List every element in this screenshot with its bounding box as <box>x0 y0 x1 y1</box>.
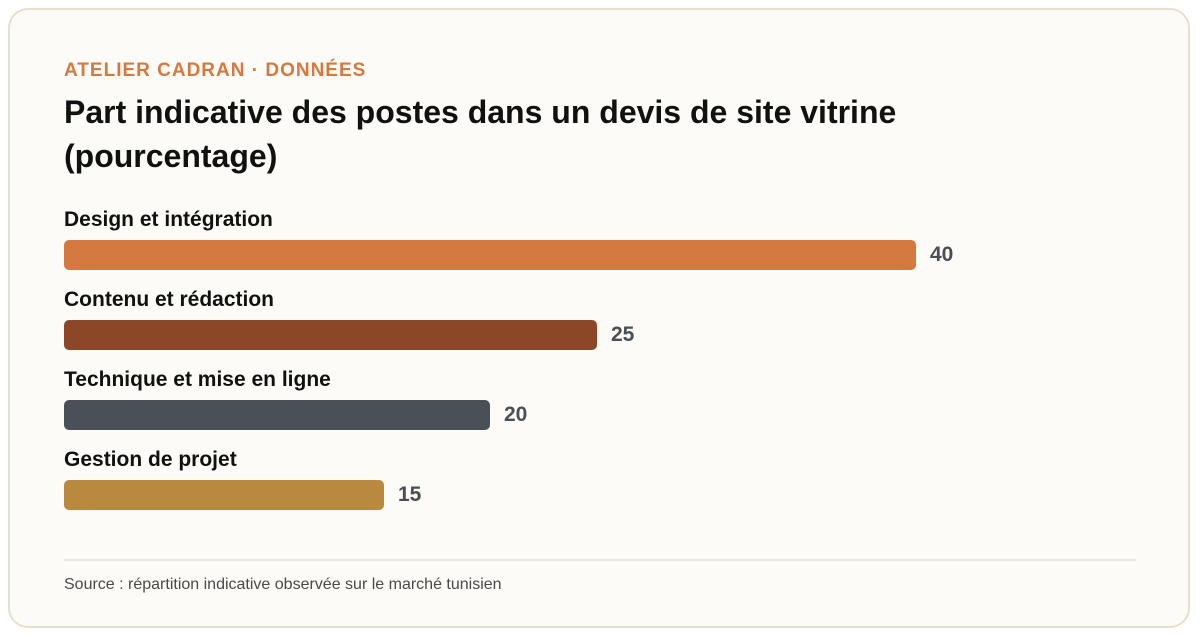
bar-value-label: 40 <box>930 243 954 266</box>
category-label: Design et intégration <box>64 208 273 231</box>
bar-value-label: 20 <box>504 403 528 426</box>
bar <box>64 240 916 270</box>
bar-value-label: 25 <box>611 323 635 346</box>
bar-row: Contenu et rédaction 25 <box>64 278 1144 358</box>
bar-chart: Design et intégration 40 Contenu et rédact… <box>64 198 1144 538</box>
bar <box>64 400 490 430</box>
category-label: Gestion de projet <box>64 448 237 471</box>
bar-row: Design et intégration 40 <box>64 198 1144 278</box>
bar-value-label: 15 <box>398 483 422 506</box>
footer-divider <box>64 559 1136 561</box>
category-label: Contenu et rédaction <box>64 288 275 311</box>
chart-card: ATELIER CADRAN · DONNÉES Part indicative… <box>8 8 1190 628</box>
bar <box>64 480 384 510</box>
bar <box>64 320 597 350</box>
bar-row: Gestion de projet 15 <box>64 438 1144 518</box>
source-note: Source : répartition indicative observée… <box>64 576 502 593</box>
chart-title: Part indicative des postes dans un devis… <box>64 94 897 174</box>
bar-row: Technique et mise en ligne 20 <box>64 358 1144 438</box>
eyebrow-label: ATELIER CADRAN · DONNÉES <box>64 60 367 81</box>
category-label: Technique et mise en ligne <box>64 368 331 391</box>
